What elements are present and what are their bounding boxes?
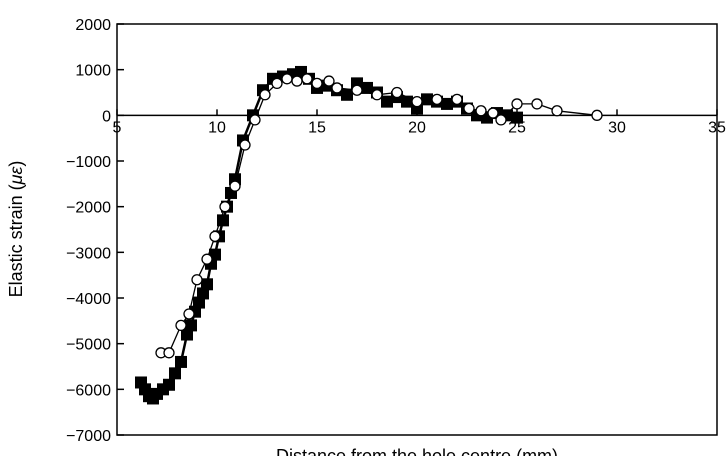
data-point-circle [271,77,283,90]
data-point-circle [431,93,443,105]
data-point-square [381,95,393,108]
y-tick-label: −3000 [66,245,111,262]
data-point-circle [191,274,203,286]
data-point-circle [475,105,487,117]
data-point-circle [281,73,293,85]
y-axis-title-symbol: με [6,166,26,186]
data-point-square [185,319,197,332]
data-point-circle [259,89,271,101]
data-point-circle [201,253,213,265]
data-point-circle [229,180,241,192]
data-point-circle [311,77,323,90]
x-tick-label: 20 [408,119,426,136]
data-point-square [181,328,193,341]
y-tick-label: −2000 [66,200,111,217]
data-point-circle [591,109,603,121]
data-point-circle [551,105,563,117]
x-tick-label: 10 [208,119,226,136]
y-axis-title: Elastic strain (με) [6,161,26,298]
data-point-square [401,95,413,108]
data-point-circle [487,107,499,119]
x-tick-label: 5 [113,119,122,136]
data-point-square [217,214,229,227]
data-point-circle [451,93,463,105]
data-point-circle [495,114,507,126]
y-tick-label: 2000 [75,17,111,34]
series-line-1 [139,70,518,401]
y-axis-title-text: Elastic strain ( [6,184,26,297]
y-tick-label: −7000 [66,428,111,445]
y-tick-label: 1000 [75,63,111,80]
data-point-circle [175,319,187,332]
data-point-circle [239,139,251,151]
data-point-square [341,88,353,101]
data-point-square [169,367,181,380]
y-axis-ticks: 2000 1000 0 −1000 −2000 −3000 −4000 −5000 −6000 −… [66,17,124,445]
data-point-circle [531,98,543,110]
data-point-square [511,111,523,124]
data-point-square [421,93,433,106]
data-point-circle [331,82,343,94]
x-axis-title: Distance from the hole centre (mm) [276,446,558,456]
data-point-square [201,278,213,291]
data-point-circle [323,75,335,87]
data-point-circle [301,73,313,85]
data-point-square [175,355,187,368]
data-point-square [361,81,373,94]
data-point-circle [163,347,175,359]
data-point-square [163,378,175,391]
plot-frame [116,23,718,436]
data-point-circle [411,95,423,108]
data-point-circle [511,98,523,110]
data-point-circle [351,84,363,96]
data-point-circle [391,86,403,99]
y-tick-label: 0 [102,108,111,125]
data-point-square [441,97,453,110]
data-point-square [197,287,209,300]
data-point-circle [371,89,383,101]
y-axis-title-suffix: ) [6,161,26,167]
data-point-circle [183,308,195,320]
data-point-circle [219,201,231,213]
data-point-circle [291,75,303,87]
y-tick-label: −5000 [66,337,111,354]
y-tick-label: −1000 [66,154,111,171]
y-tick-label: −6000 [66,382,111,399]
data-point-circle [249,114,261,126]
x-tick-label: 35 [708,119,726,136]
series-markers [135,65,603,405]
y-tick-label: −4000 [66,291,111,308]
x-tick-label: 15 [308,119,326,136]
data-point-square [193,296,205,309]
x-tick-label: 30 [608,119,626,136]
data-point-circle [209,230,221,243]
data-point-circle [463,102,475,115]
